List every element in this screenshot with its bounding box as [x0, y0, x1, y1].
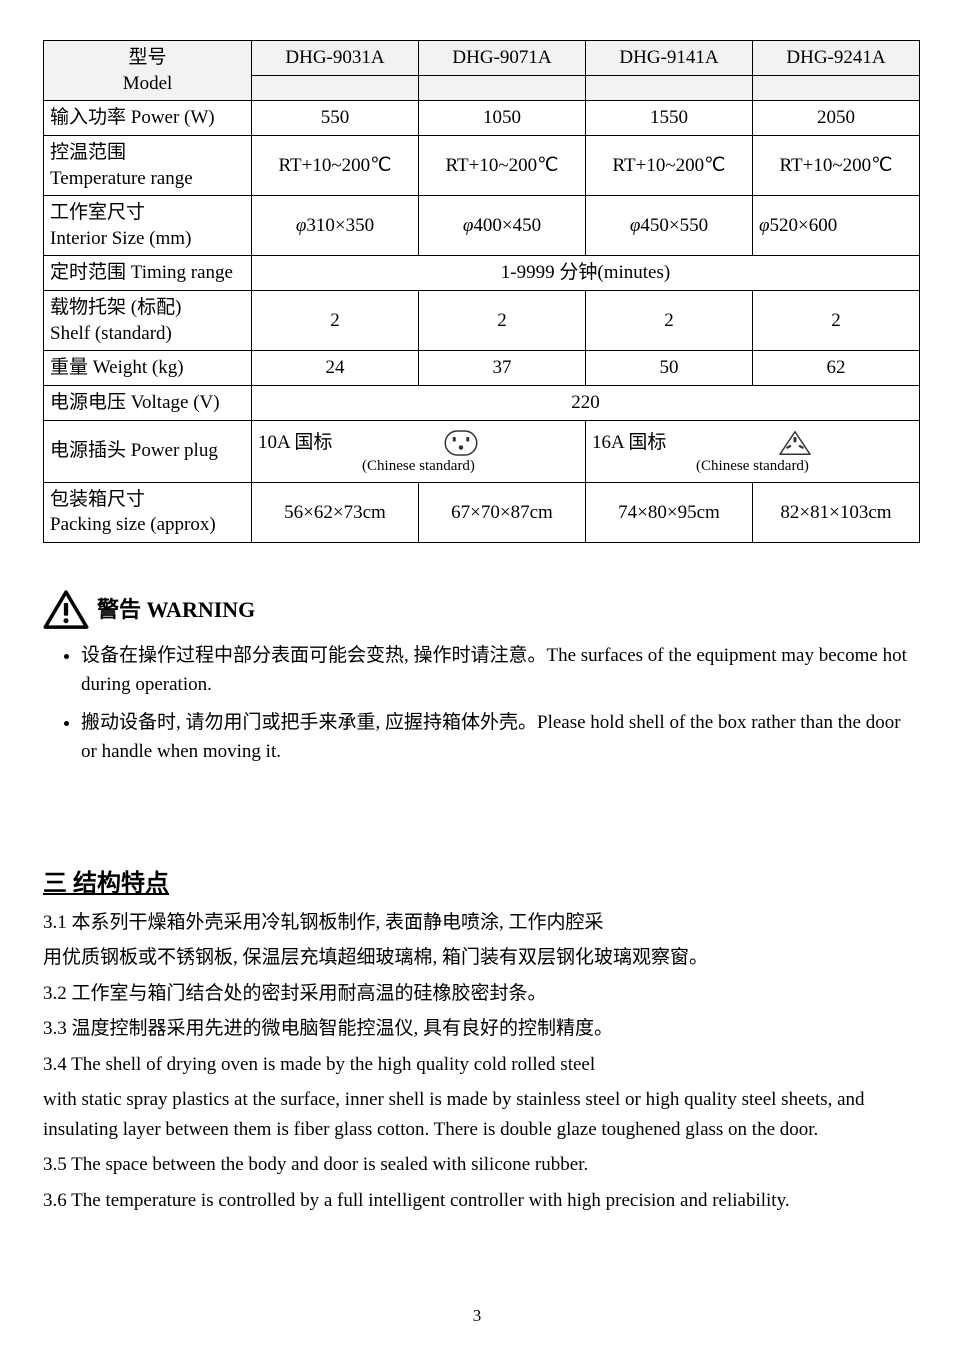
voltage-label: 电源电压 Voltage (V) — [44, 386, 252, 421]
power-0: 550 — [252, 101, 419, 136]
model-col-0: DHG-9031A — [252, 41, 419, 76]
warning-block: 警告 WARNING 设备在操作过程中部分表面可能会变热, 操作时请注意。The… — [43, 590, 913, 776]
table-row: 载物托架 (标配)Shelf (standard) 2 2 2 2 — [44, 291, 920, 351]
temp-2: RT+10~200℃ — [586, 135, 753, 195]
inner-1: φ400×450 — [419, 196, 586, 256]
box-0: 56×62×73cm — [252, 482, 419, 542]
temp-3: RT+10~200℃ — [753, 135, 920, 195]
shelves-2: 2 — [586, 291, 753, 351]
temp-1: RT+10~200℃ — [419, 135, 586, 195]
weight-1: 37 — [419, 351, 586, 386]
voltage-val: 220 — [252, 386, 920, 421]
box-3: 82×81×103cm — [753, 482, 920, 542]
section-body: 3.1 本系列干燥箱外壳采用冷轧钢板制作, 表面静电喷涂, 工作内腔采 用优质钢… — [43, 908, 913, 1221]
section-para: with static spray plastics at the surfac… — [43, 1085, 913, 1144]
table-row: 定时范围 Timing range 1-9999 分钟(minutes) — [44, 256, 920, 291]
power-3: 2050 — [753, 101, 920, 136]
box-2: 74×80×95cm — [586, 482, 753, 542]
plug-10a-sub: (Chinese standard) — [258, 458, 579, 475]
timing-val: 1-9999 分钟(minutes) — [252, 256, 920, 291]
warning-item: 设备在操作过程中部分表面可能会变热, 操作时请注意。The surfaces o… — [81, 642, 913, 699]
model-sub-1 — [419, 75, 586, 101]
page-number: 3 — [0, 1305, 954, 1328]
model-col-3: DHG-9241A — [753, 41, 920, 76]
plug-3pin-angled-icon — [776, 428, 814, 458]
section-para: 3.5 The space between the body and door … — [43, 1150, 913, 1179]
inner-2: φ450×550 — [586, 196, 753, 256]
warning-title: 警告 WARNING — [97, 595, 255, 625]
model-col-2: DHG-9141A — [586, 41, 753, 76]
shelves-0: 2 — [252, 291, 419, 351]
temp-label: 控温范围Temperature range — [44, 135, 252, 195]
inner-3: φ520×600 — [753, 196, 920, 256]
spec-table: 型号 Model DHG-9031A DHG-9071A DHG-9141A D… — [43, 40, 920, 543]
model-sub-2 — [586, 75, 753, 101]
warning-triangle-icon — [43, 590, 89, 630]
section-para: 3.6 The temperature is controlled by a f… — [43, 1186, 913, 1215]
model-sub-0 — [252, 75, 419, 101]
section-title: 三 结构特点 — [43, 868, 169, 900]
table-row: 电源插头 Power plug 10A 国标 (Chinese standard… — [44, 420, 920, 482]
warning-item: 搬动设备时, 请勿用门或把手来承重, 应握持箱体外壳。Please hold s… — [81, 709, 913, 766]
shelves-3: 2 — [753, 291, 920, 351]
box-size-label: 包装箱尺寸Packing size (approx) — [44, 482, 252, 542]
section-para: 3.2 工作室与箱门结合处的密封采用耐高温的硅橡胶密封条。 — [43, 979, 913, 1008]
weight-2: 50 — [586, 351, 753, 386]
model-label-zh: 型号 — [128, 47, 166, 68]
table-row: 电源电压 Voltage (V) 220 — [44, 386, 920, 421]
model-sub-3 — [753, 75, 920, 101]
plug-10a-text: 10A 国标 — [258, 430, 332, 456]
table-row: 重量 Weight (kg) 24 37 50 62 — [44, 351, 920, 386]
section-para: 3.4 The shell of drying oven is made by … — [43, 1050, 913, 1079]
table-row: 工作室尺寸Interior Size (mm) φ310×350 φ400×45… — [44, 196, 920, 256]
plug-16a-cell: 16A 国标 (Chinese standard) — [586, 420, 920, 482]
model-label-en: Model — [123, 73, 173, 94]
plug-16a-sub: (Chinese standard) — [592, 458, 913, 475]
table-row: 型号 Model DHG-9031A DHG-9071A DHG-9141A D… — [44, 41, 920, 76]
plug-3pin-round-icon — [442, 428, 480, 458]
timing-label: 定时范围 Timing range — [44, 256, 252, 291]
section-para: 3.1 本系列干燥箱外壳采用冷轧钢板制作, 表面静电喷涂, 工作内腔采 — [43, 908, 913, 937]
model-col-1: DHG-9071A — [419, 41, 586, 76]
power-1: 1050 — [419, 101, 586, 136]
plug-label: 电源插头 Power plug — [44, 420, 252, 482]
shelves-1: 2 — [419, 291, 586, 351]
weight-0: 24 — [252, 351, 419, 386]
section-para: 3.3 温度控制器采用先进的微电脑智能控温仪, 具有良好的控制精度。 — [43, 1014, 913, 1043]
page-root: 型号 Model DHG-9031A DHG-9071A DHG-9141A D… — [0, 0, 954, 1346]
warning-header: 警告 WARNING — [43, 590, 913, 630]
section-para: 用优质钢板或不锈钢板, 保温层充填超细玻璃棉, 箱门装有双层钢化玻璃观察窗。 — [43, 943, 913, 972]
inner-0: φ310×350 — [252, 196, 419, 256]
table-row: 控温范围Temperature range RT+10~200℃ RT+10~2… — [44, 135, 920, 195]
weight-3: 62 — [753, 351, 920, 386]
plug-16a-text: 16A 国标 — [592, 430, 666, 456]
model-label-cell: 型号 Model — [44, 41, 252, 101]
inner-size-label: 工作室尺寸Interior Size (mm) — [44, 196, 252, 256]
weight-label: 重量 Weight (kg) — [44, 351, 252, 386]
plug-10a-cell: 10A 国标 (Chinese standard) — [252, 420, 586, 482]
temp-0: RT+10~200℃ — [252, 135, 419, 195]
box-1: 67×70×87cm — [419, 482, 586, 542]
power-2: 1550 — [586, 101, 753, 136]
shelves-label: 载物托架 (标配)Shelf (standard) — [44, 291, 252, 351]
power-label: 输入功率 Power (W) — [44, 101, 252, 136]
table-row: 输入功率 Power (W) 550 1050 1550 2050 — [44, 101, 920, 136]
table-row: 包装箱尺寸Packing size (approx) 56×62×73cm 67… — [44, 482, 920, 542]
warning-list: 设备在操作过程中部分表面可能会变热, 操作时请注意。The surfaces o… — [81, 642, 913, 766]
